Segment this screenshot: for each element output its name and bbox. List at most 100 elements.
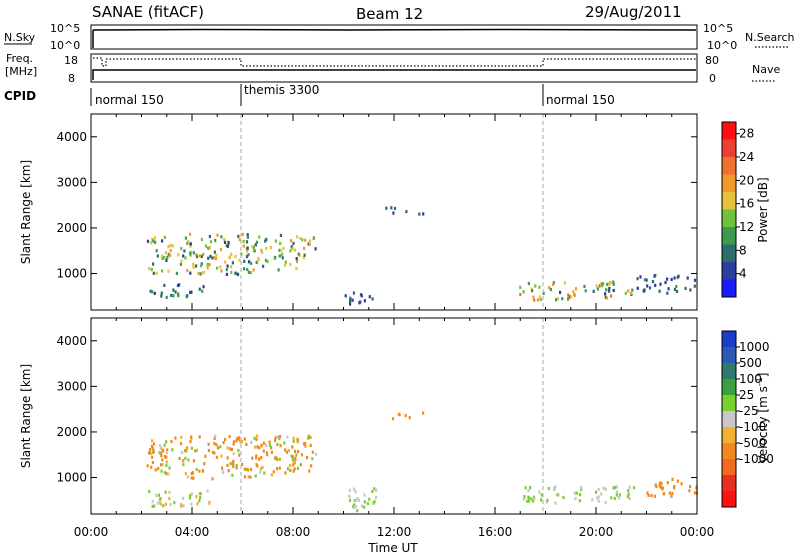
data-cell xyxy=(216,266,219,270)
data-cell xyxy=(280,252,284,256)
data-cell xyxy=(289,464,292,468)
data-cell xyxy=(268,440,271,444)
data-cell xyxy=(307,434,310,438)
data-cell xyxy=(221,466,224,470)
data-cell xyxy=(673,276,676,280)
data-cell xyxy=(160,291,163,295)
velocity-data-cells xyxy=(146,411,699,513)
data-cell xyxy=(663,491,666,496)
data-cell xyxy=(223,238,226,242)
data-cell xyxy=(255,456,258,460)
data-cell xyxy=(259,467,263,471)
data-cell xyxy=(160,469,163,473)
data-cell xyxy=(658,289,661,293)
data-cell xyxy=(159,446,162,451)
data-cell xyxy=(152,262,155,266)
data-cell xyxy=(255,240,258,244)
data-cell xyxy=(166,255,169,260)
power-data-cells xyxy=(146,206,697,306)
data-cell xyxy=(408,416,411,420)
data-cell xyxy=(158,451,161,455)
data-cell xyxy=(278,435,282,439)
data-cell xyxy=(189,493,192,498)
data-cell xyxy=(561,297,564,301)
data-cell xyxy=(213,451,216,455)
data-cell xyxy=(157,493,160,497)
data-cell xyxy=(554,485,557,489)
data-cell xyxy=(200,237,203,242)
data-cell xyxy=(230,270,233,274)
data-cell xyxy=(249,467,253,472)
data-cell xyxy=(150,241,153,245)
data-cell xyxy=(282,246,285,251)
data-cell xyxy=(556,297,560,301)
data-cell xyxy=(169,502,172,506)
data-cell xyxy=(349,302,352,306)
data-cell xyxy=(192,251,195,255)
data-cell xyxy=(627,492,630,496)
y-tick-label: 1000 xyxy=(56,267,87,281)
data-cell xyxy=(631,288,634,292)
data-cell xyxy=(190,502,193,506)
data-cell xyxy=(405,210,408,214)
data-cell xyxy=(279,233,282,237)
data-cell xyxy=(262,449,265,453)
data-cell xyxy=(274,239,277,243)
nsearch-label: N.Search xyxy=(745,31,795,44)
data-cell xyxy=(653,274,656,278)
data-cell xyxy=(596,496,599,500)
data-cell xyxy=(591,498,594,502)
data-cell xyxy=(255,454,258,458)
colorbar-tick-label: 20 xyxy=(739,173,754,187)
data-cell xyxy=(671,491,674,496)
data-cell xyxy=(190,437,193,441)
data-cell xyxy=(236,436,239,441)
data-cell xyxy=(307,436,310,440)
data-cell xyxy=(164,502,167,506)
data-cell xyxy=(303,253,306,257)
data-cell xyxy=(251,245,254,249)
data-cell xyxy=(599,492,603,496)
data-cell xyxy=(232,440,235,444)
data-cell xyxy=(265,237,268,241)
data-cell xyxy=(182,463,185,467)
data-cell xyxy=(167,269,170,273)
data-cell xyxy=(199,496,202,500)
beam-label: Beam 12 xyxy=(356,5,423,23)
data-cell xyxy=(311,450,314,454)
data-cell xyxy=(154,468,157,472)
data-cell xyxy=(256,434,259,438)
data-cell xyxy=(207,442,210,446)
data-cell xyxy=(666,277,669,281)
data-cell xyxy=(295,266,298,270)
data-cell xyxy=(604,295,607,299)
data-cell xyxy=(373,487,376,491)
data-cell xyxy=(653,494,656,498)
data-cell xyxy=(277,268,280,272)
data-cell xyxy=(243,259,246,263)
nsearch-tick-top: 10^5 xyxy=(703,22,733,35)
cpid-segment-1: normal 150 xyxy=(95,93,164,107)
data-cell xyxy=(278,248,281,252)
data-cell xyxy=(257,258,260,262)
data-cell xyxy=(352,487,356,491)
data-cell xyxy=(213,436,216,440)
data-cell xyxy=(371,297,374,301)
data-cell xyxy=(352,291,355,295)
data-cell xyxy=(527,495,530,499)
colorbar-tick-label: 1000 xyxy=(739,340,770,354)
data-cell xyxy=(202,285,205,289)
data-cell xyxy=(261,250,264,254)
data-cell xyxy=(192,476,195,480)
data-cell xyxy=(256,445,259,449)
data-cell xyxy=(348,488,351,492)
data-cell xyxy=(231,261,234,265)
data-cell xyxy=(668,491,671,495)
data-cell xyxy=(165,450,168,454)
data-cell xyxy=(252,268,255,272)
data-cell xyxy=(303,246,306,250)
data-cell xyxy=(219,265,222,269)
data-cell xyxy=(245,240,249,244)
data-cell xyxy=(540,493,543,497)
data-cell xyxy=(153,291,156,295)
